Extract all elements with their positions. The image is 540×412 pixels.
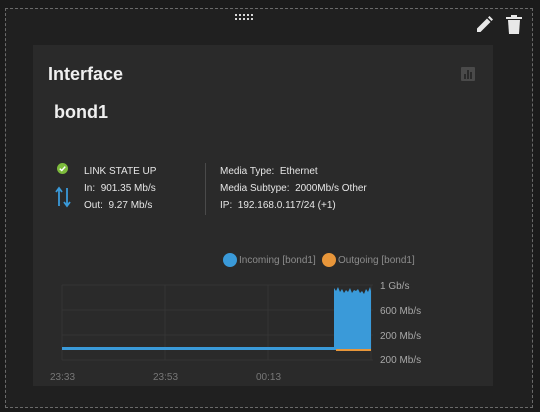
legend-outgoing-swatch xyxy=(322,253,336,267)
media-subtype: Media Subtype: 2000Mb/s Other xyxy=(220,183,367,194)
legend-incoming-swatch xyxy=(223,253,237,267)
ip-address: IP: 192.168.0.117/24 (+1) xyxy=(220,200,336,211)
y-tick-label: 200 Mb/s xyxy=(380,355,421,366)
arrows-up-down-icon xyxy=(55,186,71,208)
interface-card: Interface bond1 LINK STATE UP In: 901.35… xyxy=(33,45,493,386)
check-circle-icon xyxy=(57,163,68,174)
trash-icon[interactable] xyxy=(505,15,523,35)
in-value: 901.35 Mb/s xyxy=(100,183,156,194)
x-tick-label: 00:13 xyxy=(256,372,281,383)
legend-incoming-label: Incoming [bond1] xyxy=(239,254,316,266)
interface-name: bond1 xyxy=(54,102,108,122)
media-subtype-value: 2000Mb/s Other xyxy=(295,183,367,194)
in-label: In: xyxy=(84,183,96,194)
info-divider xyxy=(205,163,206,215)
out-value: 9.27 Mb/s xyxy=(108,200,153,211)
link-state-text: LINK STATE UP xyxy=(84,166,157,177)
x-tick-label: 23:53 xyxy=(153,372,178,383)
x-tick-label: 23:33 xyxy=(50,372,75,383)
drag-handle-icon[interactable] xyxy=(235,14,253,22)
bar-chart-icon[interactable] xyxy=(461,67,475,81)
ip-label: IP: xyxy=(220,200,233,211)
chart-gridlines xyxy=(61,284,373,361)
y-tick-label: 200 Mb/s xyxy=(380,331,421,342)
out-label: Out: xyxy=(84,200,103,211)
y-tick-label: 1 Gb/s xyxy=(380,281,409,292)
media-type-label: Media Type: xyxy=(220,166,275,177)
legend-outgoing[interactable]: Outgoing [bond1] xyxy=(322,253,415,267)
card-title: Interface xyxy=(48,64,124,84)
out-rate: Out: 9.27 Mb/s xyxy=(84,200,152,211)
y-tick-label: 600 Mb/s xyxy=(380,306,421,317)
legend-outgoing-label: Outgoing [bond1] xyxy=(338,254,415,266)
in-rate: In: 901.35 Mb/s xyxy=(84,183,156,194)
ip-value: 192.168.0.117/24 (+1) xyxy=(237,200,336,211)
media-type-value: Ethernet xyxy=(279,166,318,177)
media-type: Media Type: Ethernet xyxy=(220,166,318,177)
traffic-chart: 1 Gb/s 600 Mb/s 200 Mb/s 200 Mb/s 23:33 … xyxy=(50,281,421,383)
media-subtype-label: Media Subtype: xyxy=(220,183,290,194)
pencil-icon[interactable] xyxy=(474,15,494,35)
incoming-area xyxy=(334,287,371,349)
legend-incoming[interactable]: Incoming [bond1] xyxy=(223,253,316,267)
